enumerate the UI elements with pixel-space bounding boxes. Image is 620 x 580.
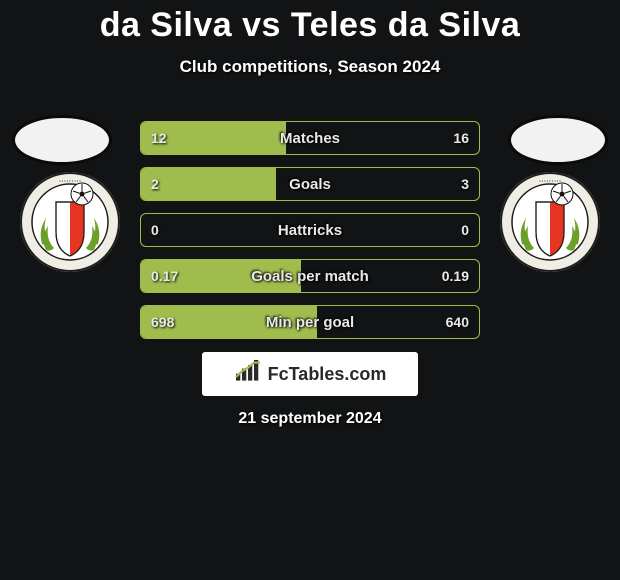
brand-box[interactable]: FcTables.com [202, 352, 418, 396]
stat-value-left: 0 [141, 214, 169, 246]
svg-text:• • • • • • • • •: • • • • • • • • • [539, 178, 561, 183]
stat-value-left: 2 [141, 168, 169, 200]
stat-value-right: 640 [436, 306, 479, 338]
stat-value-right: 3 [451, 168, 479, 200]
subtitle: Club competitions, Season 2024 [0, 57, 620, 77]
stat-value-left: 698 [141, 306, 184, 338]
stat-row: 0.170.19Goals per match [140, 259, 480, 293]
brand-label: FcTables.com [268, 364, 387, 385]
page-title: da Silva vs Teles da Silva [0, 0, 620, 45]
club-badge-right: • • • • • • • • • [500, 172, 600, 272]
player-photo-right [508, 115, 608, 165]
stat-value-right: 0 [451, 214, 479, 246]
stats-table: 1216Matches23Goals00Hattricks0.170.19Goa… [140, 121, 480, 351]
svg-text:• • • • • • • • •: • • • • • • • • • [59, 178, 81, 183]
stat-row: 1216Matches [140, 121, 480, 155]
stat-value-left: 12 [141, 122, 177, 154]
date-line: 21 september 2024 [0, 410, 620, 428]
stat-value-right: 16 [443, 122, 479, 154]
stat-row: 698640Min per goal [140, 305, 480, 339]
player-photo-left [12, 115, 112, 165]
stat-label: Hattricks [141, 214, 479, 246]
stat-row: 0 0Hattricks [140, 213, 480, 247]
stat-value-left: 0.17 [141, 260, 188, 292]
stat-value-right: 0.19 [432, 260, 479, 292]
chart-icon [234, 360, 262, 389]
club-badge-left: • • • • • • • • • [20, 172, 120, 272]
stat-row: 23Goals [140, 167, 480, 201]
